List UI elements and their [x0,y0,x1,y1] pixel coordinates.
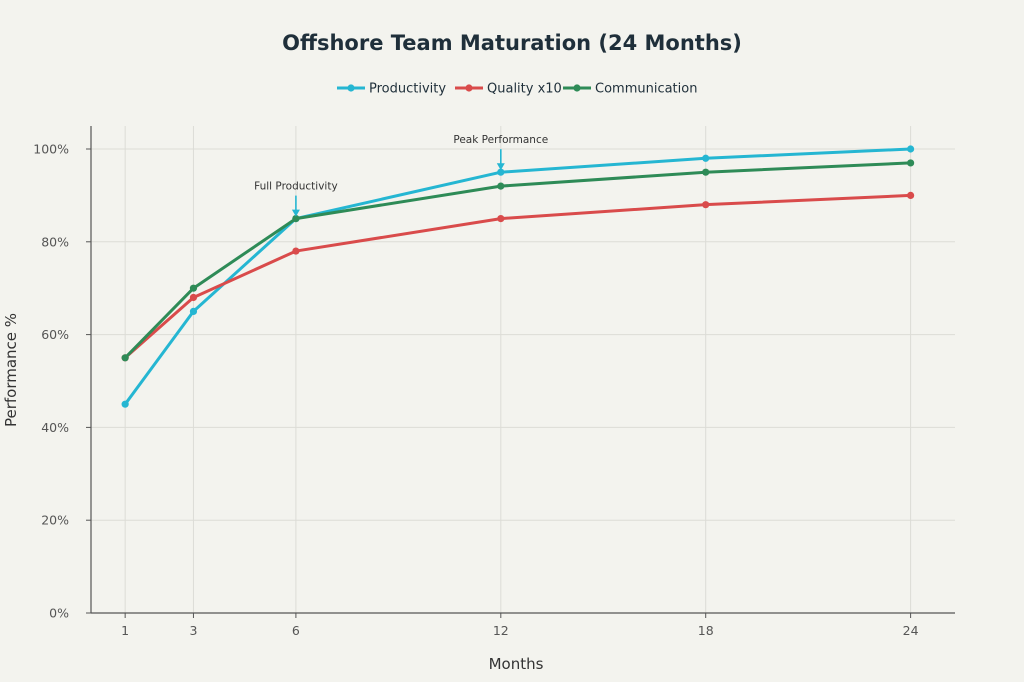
annotations: Full Productivity Peak Performance [254,134,548,217]
x-tick-label: 24 [903,623,919,638]
annotation: Full Productivity [254,181,338,217]
annotation-arrow-head [291,209,300,217]
data-point [497,182,505,190]
data-point [497,215,505,223]
series-line [123,161,913,360]
y-tick-label: 20% [41,513,69,528]
data-point [907,159,915,167]
x-axis-title: Months [489,655,544,673]
data-point [907,145,915,153]
x-tick-label: 18 [698,623,714,638]
data-point [497,168,505,176]
data-point [702,154,710,162]
data-point [907,191,915,199]
chart-title: Offshore Team Maturation (24 Months) [282,31,742,55]
legend-marker [573,84,581,92]
annotation: Peak Performance [453,134,548,171]
x-tick-label: 3 [189,623,197,638]
y-axis-title: Performance % [2,313,20,427]
data-point [702,201,710,209]
x-tick-label: 1 [121,623,129,638]
y-tick-label: 0% [49,606,69,621]
series-quality-x10 [121,191,915,362]
x-tick-label: 6 [292,623,300,638]
series-line [123,193,913,360]
legend-marker [347,84,355,92]
y-tick-label: 40% [41,420,69,435]
legend: Productivity Quality x10 Communication [337,82,697,97]
legend-label: Communication [595,82,697,97]
x-tick-label: 12 [493,623,509,638]
legend-label: Quality x10 [487,82,562,97]
annotation-label: Peak Performance [453,134,548,146]
data-point [189,307,198,315]
y-tick-label: 60% [41,327,69,342]
y-tick-label: 80% [41,234,69,249]
data-point [702,168,710,176]
x-ticks: 1 3 6 12 18 24 [121,613,919,638]
series-communication [121,159,915,362]
legend-marker [465,84,473,92]
legend-label: Productivity [369,82,446,97]
annotation-label: Full Productivity [254,181,338,193]
data-point [121,354,129,362]
data-point [189,293,198,302]
y-tick-label: 100% [33,142,69,157]
data-point [121,400,129,408]
data-point [292,215,300,223]
data-point [292,247,300,255]
series-group [121,145,915,408]
annotation-arrow-head [496,163,505,171]
data-point [189,284,198,292]
series-line [123,147,913,406]
y-ticks: 0% 20% 40% 60% 80% 100% [33,142,91,621]
